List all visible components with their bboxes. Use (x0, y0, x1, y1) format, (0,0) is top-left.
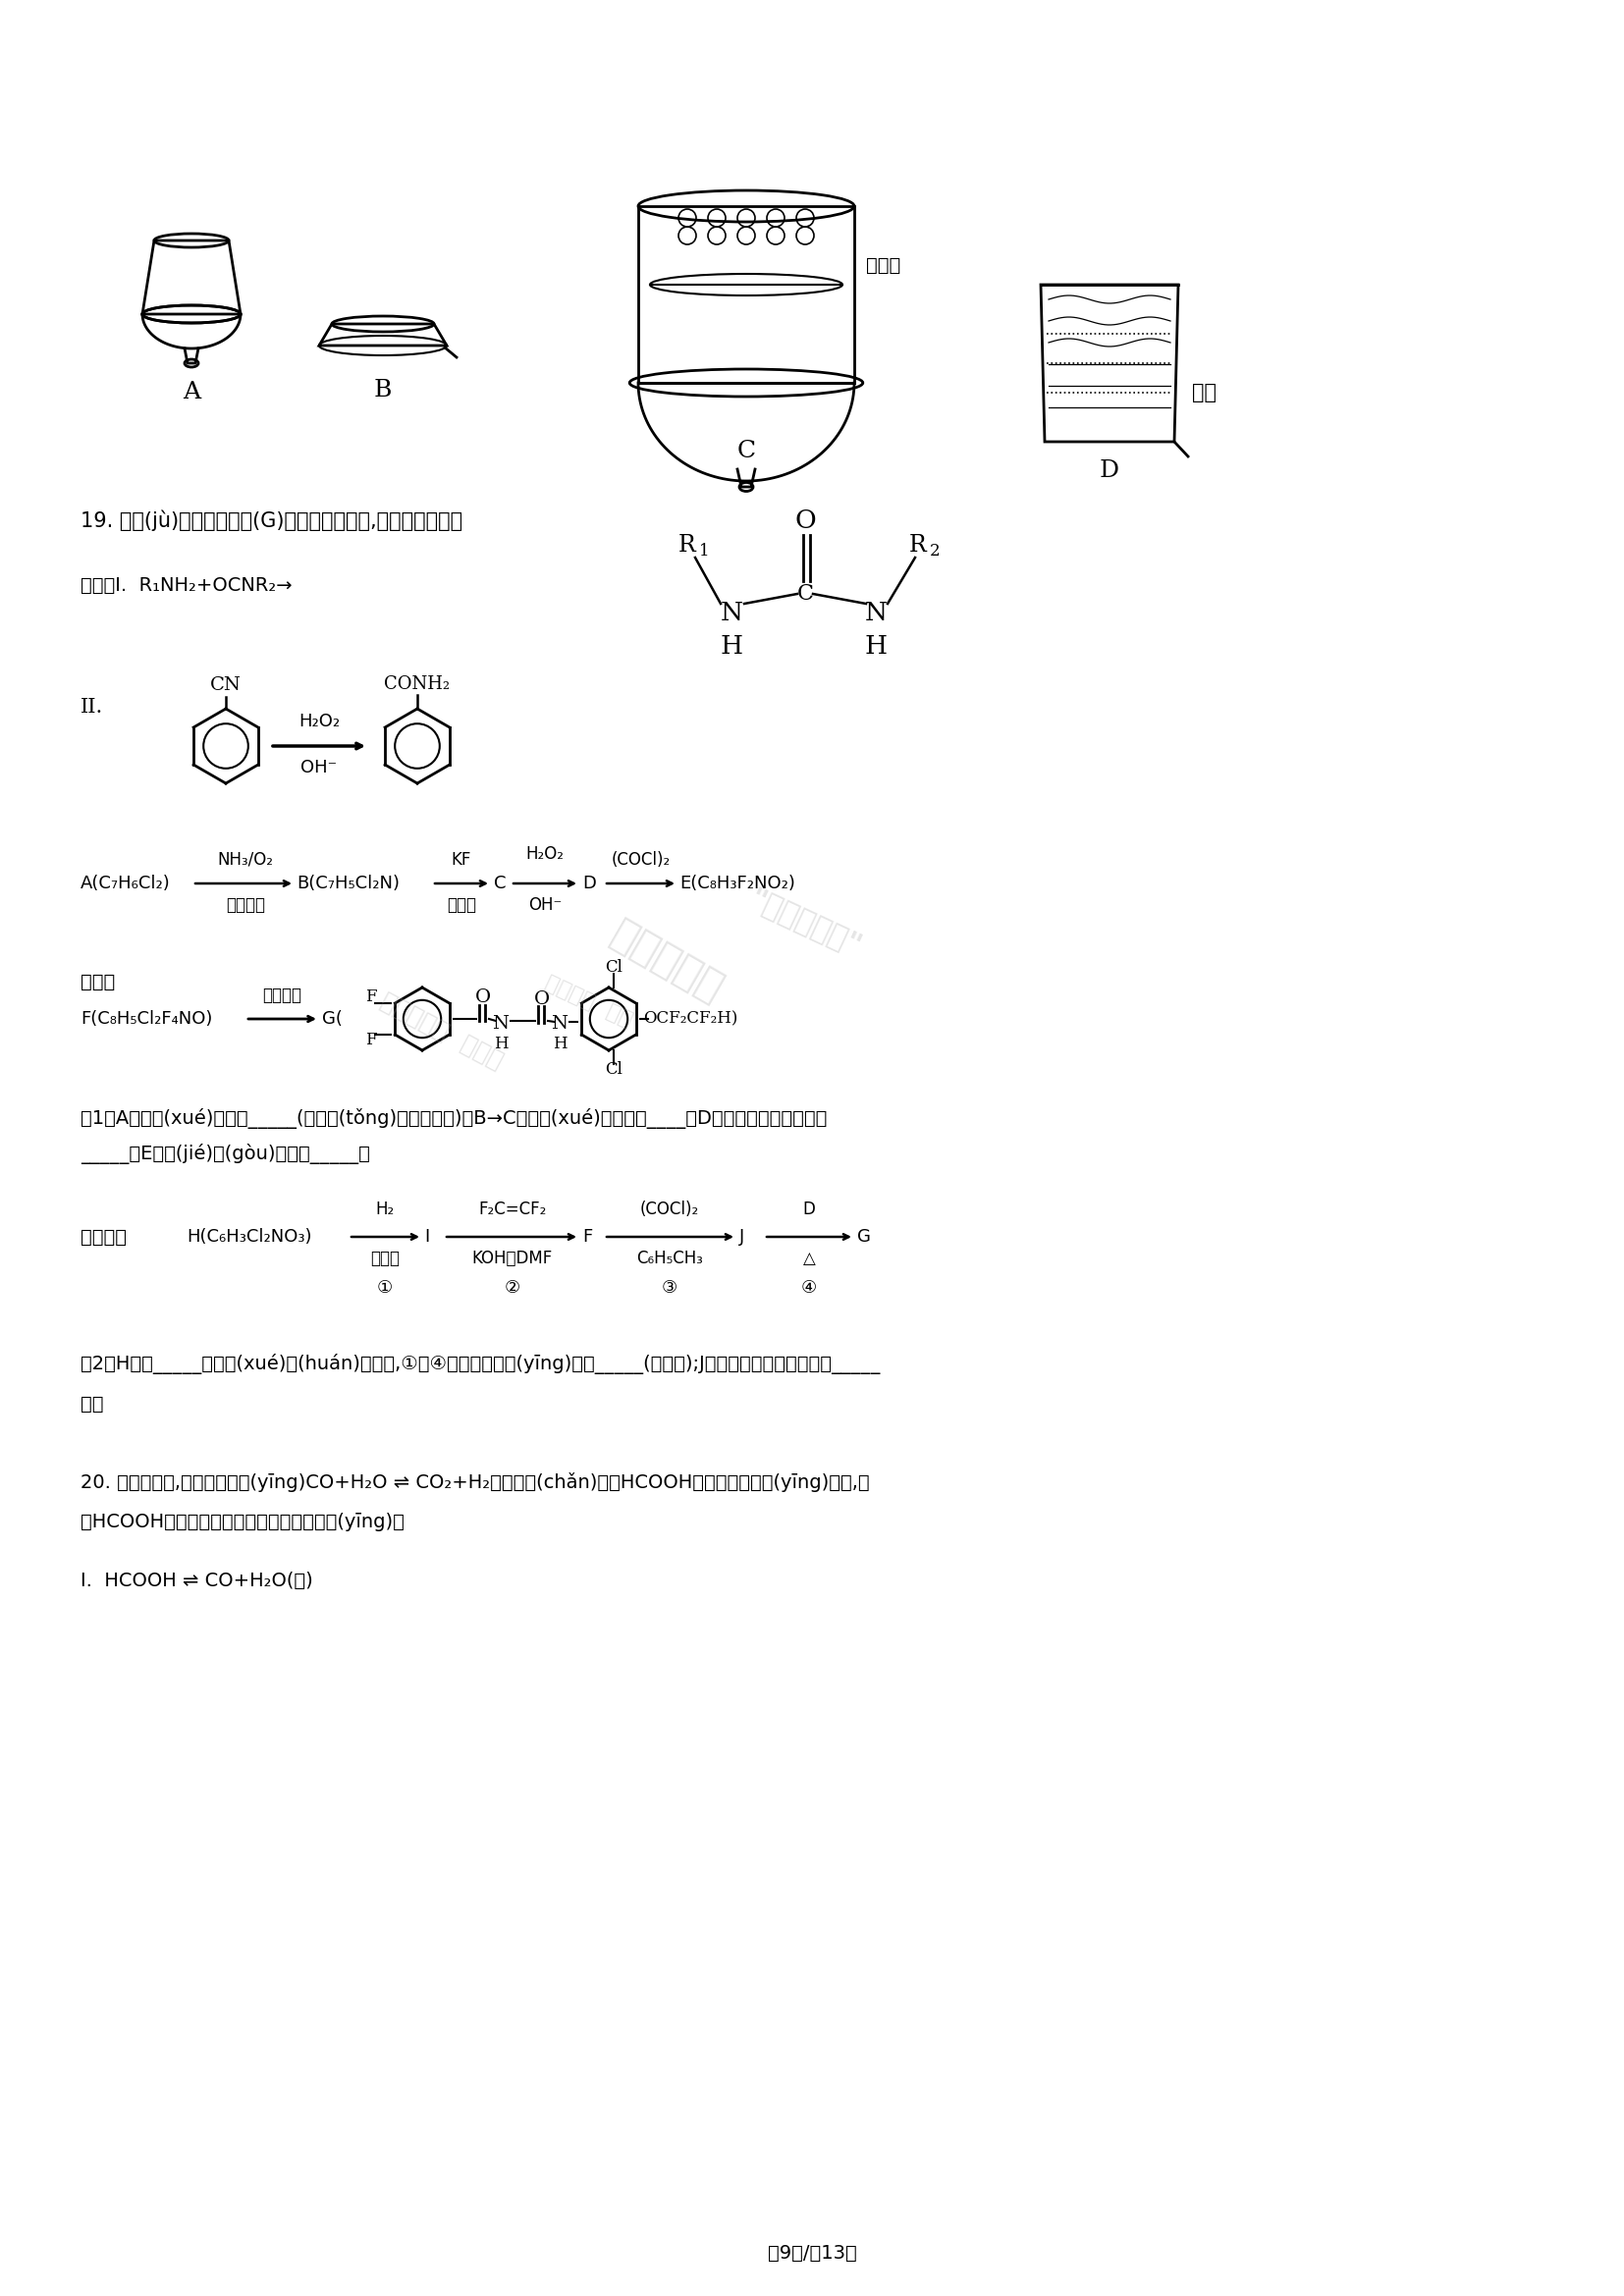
Text: C: C (494, 875, 507, 893)
Text: O: O (794, 507, 815, 533)
Text: H: H (864, 634, 887, 659)
Text: D: D (1099, 459, 1119, 482)
Text: H₂: H₂ (375, 1201, 395, 1219)
Text: F₂C=CF₂: F₂C=CF₂ (479, 1201, 547, 1219)
Text: I: I (424, 1228, 429, 1247)
Text: OH⁻: OH⁻ (300, 758, 338, 776)
Text: ③: ③ (661, 1279, 677, 1297)
Text: 已知：I.  R₁NH₂+OCNR₂→: 已知：I. R₁NH₂+OCNR₂→ (81, 576, 292, 595)
Text: O: O (534, 990, 551, 1008)
Text: ①: ① (377, 1279, 393, 1297)
Text: 第9頁/共13頁: 第9頁/共13頁 (768, 2243, 856, 2262)
Text: D: D (583, 875, 596, 893)
Text: N: N (551, 1015, 568, 1033)
Text: （1）A的化學(xué)名稱為_____(用系統(tǒng)命名法命名)；B→C的化學(xué)方程式為____；D中含氧官能團的名稱為: （1）A的化學(xué)名稱為_____(用系統(tǒng)命名法命名)；B→C… (81, 1109, 827, 1130)
Text: B: B (374, 379, 391, 402)
Text: 種。: 種。 (81, 1394, 104, 1412)
Text: 微信公眾號  同頻度: 微信公眾號 同頻度 (377, 990, 507, 1072)
Text: A(C₇H₆Cl₂): A(C₇H₆Cl₂) (81, 875, 171, 893)
Text: 19. 根據(jù)殺蟲劑氟鈴脲(G)的兩條合成路線,回答下列問題。: 19. 根據(jù)殺蟲劑氟鈴脲(G)的兩條合成路線,回答下列問題。 (81, 510, 463, 530)
Text: E(C₈H₃F₂NO₂): E(C₈H₃F₂NO₂) (679, 875, 796, 893)
Text: _____；E的結(jié)構(gòu)簡式為_____。: _____；E的結(jié)構(gòu)簡式為_____。 (81, 1143, 370, 1164)
Text: H₂O₂: H₂O₂ (526, 845, 564, 863)
Text: 冰水: 冰水 (1192, 383, 1216, 402)
Text: C: C (797, 583, 814, 604)
Text: H: H (552, 1035, 567, 1054)
Text: R: R (909, 533, 927, 556)
Text: 催化劑: 催化劑 (447, 895, 476, 914)
Text: F: F (365, 990, 377, 1006)
Text: II.: II. (81, 698, 104, 716)
Text: N: N (864, 602, 887, 627)
Text: F(C₈H₅Cl₂F₄NO): F(C₈H₅Cl₂F₄NO) (81, 1010, 213, 1029)
Text: 一定條件: 一定條件 (261, 987, 302, 1003)
Text: O: O (476, 990, 490, 1006)
Text: D: D (802, 1201, 815, 1219)
Text: △: △ (802, 1249, 815, 1267)
Text: C: C (737, 441, 755, 464)
Text: C₆H₅CH₃: C₆H₅CH₃ (637, 1249, 703, 1267)
Text: H: H (494, 1035, 508, 1054)
Text: 一定條件: 一定條件 (226, 895, 265, 914)
Text: 1: 1 (698, 544, 710, 560)
Text: "高考早知道": "高考早知道" (744, 884, 866, 962)
Text: KOH、DMF: KOH、DMF (473, 1249, 552, 1267)
Text: R: R (679, 533, 697, 556)
Text: 路線：: 路線： (81, 971, 115, 992)
Text: N: N (719, 602, 742, 627)
Text: （2）H中有_____種化學(xué)環(huán)境的氫,①～④屬于加成反應(yīng)的是_____(填序號);J中原子的軌道雜化方式有_____: （2）H中有_____種化學(xué)環(huán)境的氫,①～④屬于加成反應(… (81, 1355, 880, 1375)
Text: 等比例度  時間: 等比例度 時間 (542, 974, 637, 1031)
Text: H: H (719, 634, 742, 659)
Text: 高考早知道: 高考早知道 (604, 914, 731, 1010)
Text: CONH₂: CONH₂ (385, 675, 450, 693)
Text: Cl: Cl (604, 960, 622, 976)
Text: 2: 2 (929, 544, 940, 560)
Text: F: F (365, 1033, 377, 1049)
Text: B(C₇H₅Cl₂N): B(C₇H₅Cl₂N) (297, 875, 400, 893)
Text: (COCl)₂: (COCl)₂ (640, 1201, 700, 1219)
Text: ②: ② (505, 1279, 520, 1297)
Text: OCF₂CF₂H): OCF₂CF₂H) (643, 1010, 737, 1026)
Text: G(: G( (322, 1010, 343, 1029)
Text: A: A (182, 381, 200, 404)
Text: OH⁻: OH⁻ (528, 895, 562, 914)
Text: Cl: Cl (604, 1061, 622, 1079)
Text: G: G (857, 1228, 870, 1247)
Text: 催化劑: 催化劑 (370, 1249, 400, 1267)
Text: J: J (739, 1228, 744, 1247)
Text: F: F (583, 1228, 593, 1247)
Text: I.  HCOOH ⇌ CO+H₂O(快): I. HCOOH ⇌ CO+H₂O(快) (81, 1570, 313, 1589)
Text: H₂O₂: H₂O₂ (299, 712, 339, 730)
Text: 路線二：: 路線二： (81, 1228, 127, 1247)
Text: 20. 一定條件下,水氣變換反應(yīng)CO+H₂O ⇌ CO₂+H₂的中間產(chǎn)物是HCOOH。為探究該反應(yīng)過程,研: 20. 一定條件下,水氣變換反應(yīng)CO+H₂O ⇌ CO₂+H₂的中間… (81, 1472, 869, 1492)
Text: KF: KF (451, 852, 471, 868)
Text: ④: ④ (801, 1279, 817, 1297)
Text: CN: CN (209, 677, 242, 693)
Text: 干燥劑: 干燥劑 (866, 255, 901, 273)
Text: N: N (492, 1015, 508, 1033)
Text: 究HCOOH水溶液在密封石英管中的分子反應(yīng)：: 究HCOOH水溶液在密封石英管中的分子反應(yīng)： (81, 1513, 404, 1531)
Text: (COCl)₂: (COCl)₂ (612, 852, 671, 868)
Text: H(C₆H₃Cl₂NO₃): H(C₆H₃Cl₂NO₃) (187, 1228, 312, 1247)
Text: NH₃/O₂: NH₃/O₂ (218, 852, 273, 868)
